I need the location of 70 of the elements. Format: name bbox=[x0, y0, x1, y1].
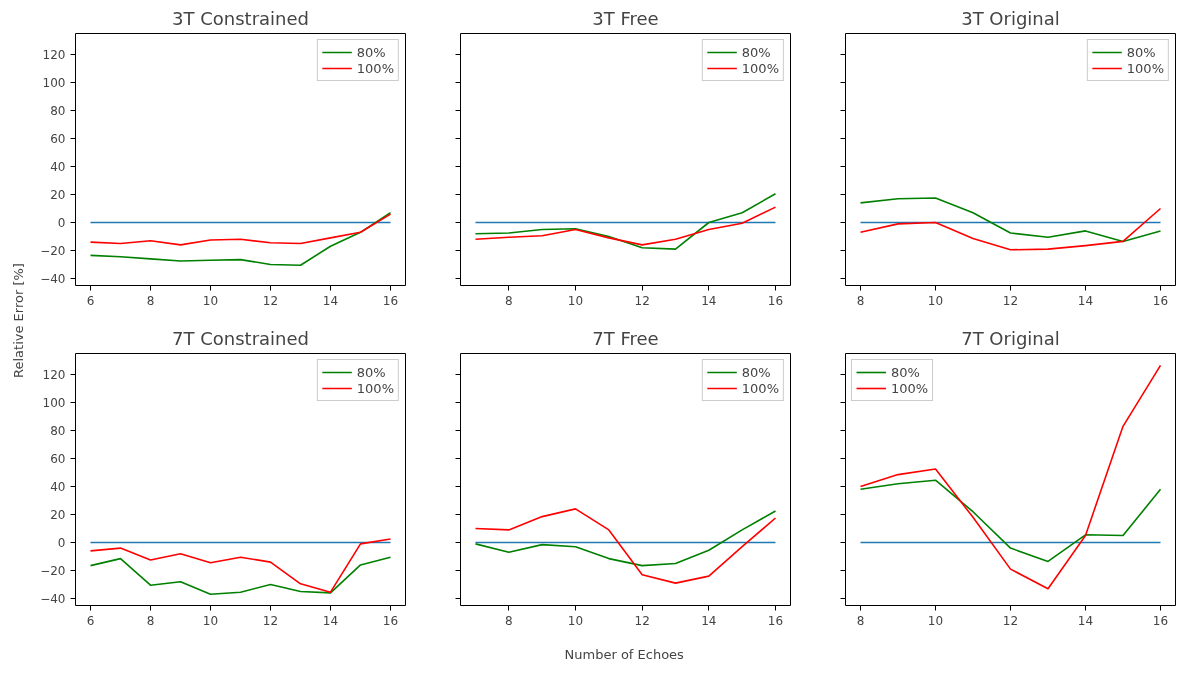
x-tick-label: 16 bbox=[1152, 613, 1169, 628]
x-tick-label: 16 bbox=[382, 613, 399, 628]
y-tick-label: 80 bbox=[50, 424, 66, 438]
y-tick-label: 80 bbox=[50, 104, 66, 118]
x-tick-label: 16 bbox=[767, 613, 784, 628]
chart-title: 3T Free bbox=[592, 7, 659, 29]
chart-title: 7T Free bbox=[592, 327, 659, 349]
x-tick-label: 14 bbox=[322, 293, 339, 308]
x-tick-label: 10 bbox=[927, 293, 944, 308]
x-tick-label: 8 bbox=[856, 293, 865, 308]
y-tick-label: 120 bbox=[42, 368, 66, 382]
legend-label: 80% bbox=[356, 44, 386, 60]
x-tick-label: 16 bbox=[382, 293, 399, 308]
y-tick-label: 120 bbox=[42, 48, 66, 62]
y-tick-label: 100 bbox=[42, 76, 66, 90]
legend-label: 100% bbox=[356, 60, 394, 76]
y-tick-label: −20 bbox=[40, 244, 66, 258]
y-tick-label: −40 bbox=[40, 272, 66, 286]
x-axis-title: Number of Echoes bbox=[564, 646, 685, 662]
x-tick-label: 10 bbox=[927, 613, 944, 628]
x-tick-label: 12 bbox=[262, 613, 279, 628]
chart-title: 7T Original bbox=[961, 327, 1060, 349]
x-tick-label: 12 bbox=[1002, 293, 1019, 308]
x-tick-label: 14 bbox=[1077, 293, 1094, 308]
x-tick-label: 8 bbox=[505, 293, 513, 308]
y-tick-label: 60 bbox=[50, 452, 66, 466]
x-tick-label: 10 bbox=[567, 293, 584, 308]
x-tick-label: 10 bbox=[202, 293, 219, 308]
x-tick-label: 6 bbox=[86, 613, 95, 628]
x-tick-label: 8 bbox=[146, 293, 155, 308]
legend-label: 80% bbox=[891, 364, 920, 380]
legend-label: 100% bbox=[891, 380, 929, 396]
y-tick-label: 0 bbox=[57, 216, 66, 230]
x-tick-label: 12 bbox=[262, 293, 279, 308]
x-tick-label: 16 bbox=[767, 293, 784, 308]
legend-label: 100% bbox=[741, 380, 779, 396]
y-axis-title: Relative Error [%] bbox=[11, 263, 26, 378]
y-tick-label: −20 bbox=[40, 564, 66, 578]
y-tick-label: 40 bbox=[50, 160, 66, 174]
x-tick-label: 16 bbox=[1152, 293, 1169, 308]
y-tick-label: −40 bbox=[40, 592, 66, 606]
y-tick-label: 40 bbox=[50, 480, 66, 494]
legend-label: 80% bbox=[356, 364, 386, 380]
y-tick-label: 0 bbox=[57, 536, 66, 550]
x-tick-label: 14 bbox=[322, 613, 339, 628]
y-tick-label: 20 bbox=[50, 508, 66, 522]
x-tick-label: 14 bbox=[701, 293, 717, 308]
x-tick-label: 14 bbox=[701, 613, 717, 628]
legend-label: 100% bbox=[356, 380, 394, 396]
legend-label: 100% bbox=[1126, 60, 1164, 76]
x-tick-label: 12 bbox=[1002, 613, 1019, 628]
x-tick-label: 10 bbox=[567, 613, 584, 628]
x-tick-label: 14 bbox=[1077, 613, 1094, 628]
x-tick-label: 8 bbox=[856, 613, 865, 628]
x-tick-label: 8 bbox=[505, 613, 513, 628]
x-tick-label: 12 bbox=[634, 293, 650, 308]
y-tick-label: 20 bbox=[50, 188, 66, 202]
chart-title: 3T Constrained bbox=[172, 7, 309, 29]
x-tick-label: 12 bbox=[634, 613, 650, 628]
x-tick-label: 6 bbox=[86, 293, 95, 308]
legend-label: 100% bbox=[741, 60, 779, 76]
legend-label: 80% bbox=[1126, 44, 1156, 60]
chart-title: 3T Original bbox=[961, 7, 1060, 29]
x-tick-label: 10 bbox=[202, 613, 219, 628]
legend-label: 80% bbox=[741, 44, 771, 60]
y-tick-label: 100 bbox=[42, 396, 66, 410]
y-tick-label: 60 bbox=[50, 132, 66, 146]
x-tick-label: 8 bbox=[146, 613, 155, 628]
chart-title: 7T Constrained bbox=[172, 327, 309, 349]
legend-label: 80% bbox=[741, 364, 771, 380]
